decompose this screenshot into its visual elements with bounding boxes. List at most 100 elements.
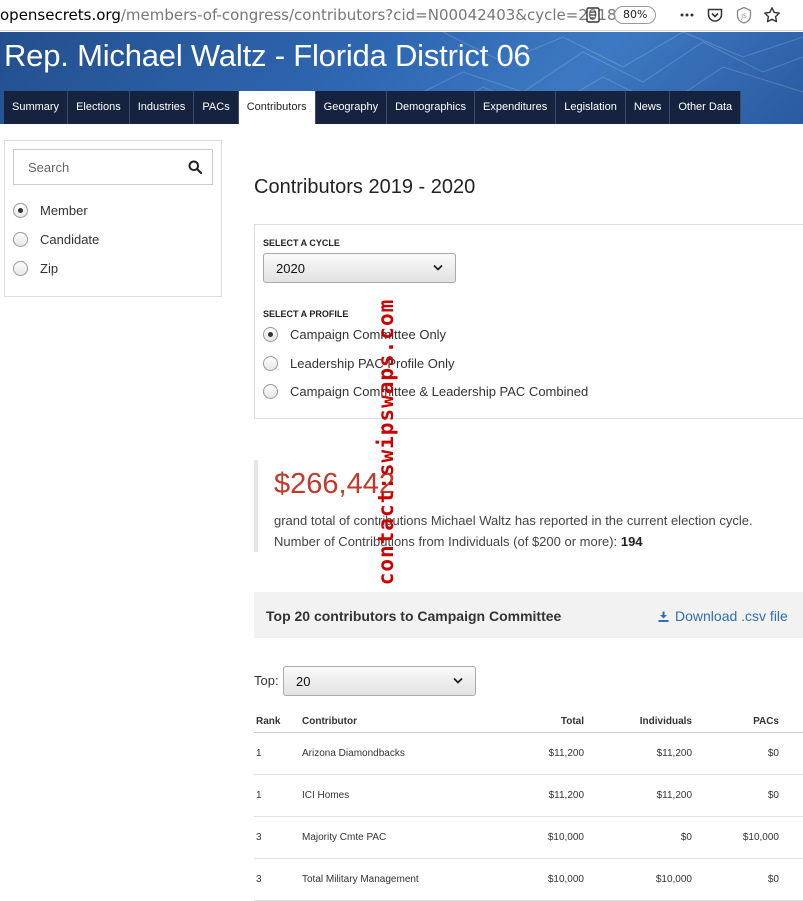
radio-candidate-label: Candidate [40, 232, 100, 247]
download-csv-link[interactable]: Download .csv file [658, 608, 788, 624]
tab-industries[interactable]: Industries [129, 91, 195, 124]
page-banner: Rep. Michael Waltz - Florida District 06… [0, 32, 803, 124]
radio-leadership-pac[interactable]: Leadership PAC Profile Only [263, 356, 455, 371]
contribution-count: Number of Contributions from Individuals… [274, 534, 643, 549]
cell-pacs: $0 [694, 774, 803, 817]
section-title: Top 20 contributors to Campaign Committe… [266, 608, 562, 624]
tab-elections[interactable]: Elections [68, 91, 130, 124]
tab-expenditures[interactable]: Expenditures [475, 91, 557, 124]
column-header-rank[interactable]: Rank [254, 712, 300, 733]
download-icon [658, 611, 669, 622]
cell-individuals: $11,200 [586, 732, 694, 775]
cell-rank: 3 [254, 858, 300, 901]
cell-individuals: $0 [586, 816, 694, 859]
chevron-down-icon [453, 677, 463, 684]
chevron-down-icon [433, 264, 443, 271]
tab-pacs[interactable]: PACs [194, 91, 239, 124]
cell-total: $10,000 [500, 816, 586, 859]
cell-contributor: ICI Homes [300, 774, 500, 817]
page-title: Rep. Michael Waltz - Florida District 06 [4, 38, 531, 73]
cell-pacs: $0 [694, 732, 803, 775]
url-host: opensecrets.org [0, 6, 121, 24]
zoom-level-button[interactable]: 80% [614, 6, 657, 24]
pocket-icon[interactable] [706, 6, 724, 24]
cycle-select[interactable]: 2020 [263, 253, 456, 283]
radio-campaign-committee-label: Campaign Committee Only [290, 327, 447, 342]
tab-legislation[interactable]: Legislation [556, 91, 626, 124]
profile-label: SELECT A PROFILE [263, 309, 349, 319]
total-summary: $266,442 grand total of contributions Mi… [254, 460, 794, 552]
tab-demographics[interactable]: Demographics [387, 91, 475, 124]
cell-contributor: Total Military Management [300, 858, 500, 901]
radio-combined-label: Campaign Committee & Leadership PAC Comb… [290, 384, 589, 399]
url-path: /members-of-congress/contributors?cid=N0… [120, 6, 617, 24]
cell-individuals: $11,200 [586, 774, 694, 817]
contribution-count-value: 194 [620, 534, 643, 549]
tab-geography[interactable]: Geography [315, 91, 388, 124]
radio-campaign-committee[interactable]: Campaign Committee Only [263, 327, 446, 342]
tab-news[interactable]: News [625, 91, 671, 124]
reader-view-icon[interactable] [584, 6, 602, 24]
radio-member-label: Member [40, 203, 88, 218]
radio-member[interactable]: Member [13, 203, 88, 218]
cell-rank: 1 [254, 732, 300, 775]
cycle-profile-panel: SELECT A CYCLE 2020 SELECT A PROFILE Cam… [254, 224, 803, 419]
cell-total: $10,000 [500, 858, 586, 901]
banner-decoration [403, 32, 803, 124]
cell-contributor: Arizona Diamondbacks [300, 732, 500, 775]
radio-member-button[interactable] [13, 203, 28, 218]
table-header-row: Rank Contributor Total Individuals PACs [254, 712, 803, 733]
top-count-label: Top: [254, 673, 279, 688]
contributors-table: Rank Contributor Total Individuals PACs … [254, 712, 803, 901]
top-contributors-header: Top 20 contributors to Campaign Committe… [254, 592, 803, 638]
radio-leadership-pac-label: Leadership PAC Profile Only [290, 356, 455, 371]
tab-summary[interactable]: Summary [4, 91, 69, 124]
cell-pacs: $0 [694, 858, 803, 901]
table-row: 1 ICI Homes $11,200 $11,200 $0 [254, 774, 803, 817]
radio-zip-button[interactable] [13, 261, 28, 276]
extension-icon[interactable]: JS [735, 6, 753, 24]
radio-zip[interactable]: Zip [13, 261, 58, 276]
total-amount: $266,442 [274, 468, 395, 500]
table-row: 3 Majority Cmte PAC $10,000 $0 $10,000 [254, 816, 803, 859]
column-header-individuals[interactable]: Individuals [586, 712, 694, 733]
cell-pacs: $10,000 [694, 816, 803, 859]
contributors-heading: Contributors 2019 - 2020 [254, 176, 476, 198]
contribution-count-label: Number of Contributions from Individuals… [274, 534, 618, 549]
column-header-contributor[interactable]: Contributor [300, 712, 500, 733]
more-icon[interactable] [678, 6, 696, 24]
top-count-value: 20 [296, 674, 311, 689]
table-row: 3 Total Military Management $10,000 $10,… [254, 858, 803, 901]
radio-combined[interactable]: Campaign Committee & Leadership PAC Comb… [263, 384, 588, 399]
radio-combined-button[interactable] [263, 384, 278, 399]
column-header-total[interactable]: Total [500, 712, 586, 733]
cycle-select-value: 2020 [276, 261, 305, 276]
sidebar-search-panel: Member Candidate Zip [4, 140, 222, 297]
cell-total: $11,200 [500, 774, 586, 817]
search-input[interactable] [26, 159, 176, 176]
column-header-pacs[interactable]: PACs [694, 712, 803, 733]
table-row: 1 Arizona Diamondbacks $11,200 $11,200 $… [254, 732, 803, 775]
cycle-label: SELECT A CYCLE [263, 238, 340, 248]
radio-candidate[interactable]: Candidate [13, 232, 99, 247]
url-field[interactable]: opensecrets.org/members-of-congress/cont… [0, 6, 617, 24]
star-icon[interactable] [763, 6, 781, 24]
top-count-select[interactable]: 20 [283, 666, 476, 696]
svg-text:JS: JS [740, 13, 747, 20]
radio-candidate-button[interactable] [13, 232, 28, 247]
radio-campaign-committee-button[interactable] [263, 327, 278, 342]
cell-individuals: $10,000 [586, 858, 694, 901]
search-icon[interactable] [188, 160, 202, 174]
cell-contributor: Majority Cmte PAC [300, 816, 500, 859]
browser-toolbar: opensecrets.org/members-of-congress/cont… [0, 0, 803, 31]
watermark-text: contact:swipswaps.com [374, 298, 398, 586]
cell-total: $11,200 [500, 732, 586, 775]
search-box [13, 149, 213, 185]
tab-other-data[interactable]: Other Data [670, 91, 742, 124]
cell-rank: 3 [254, 816, 300, 859]
nav-tabs: Summary Elections Industries PACs Contri… [4, 91, 742, 124]
tab-contributors[interactable]: Contributors [238, 91, 316, 124]
radio-leadership-pac-button[interactable] [263, 356, 278, 371]
download-csv-label: Download .csv file [675, 608, 788, 624]
radio-zip-label: Zip [40, 261, 59, 276]
